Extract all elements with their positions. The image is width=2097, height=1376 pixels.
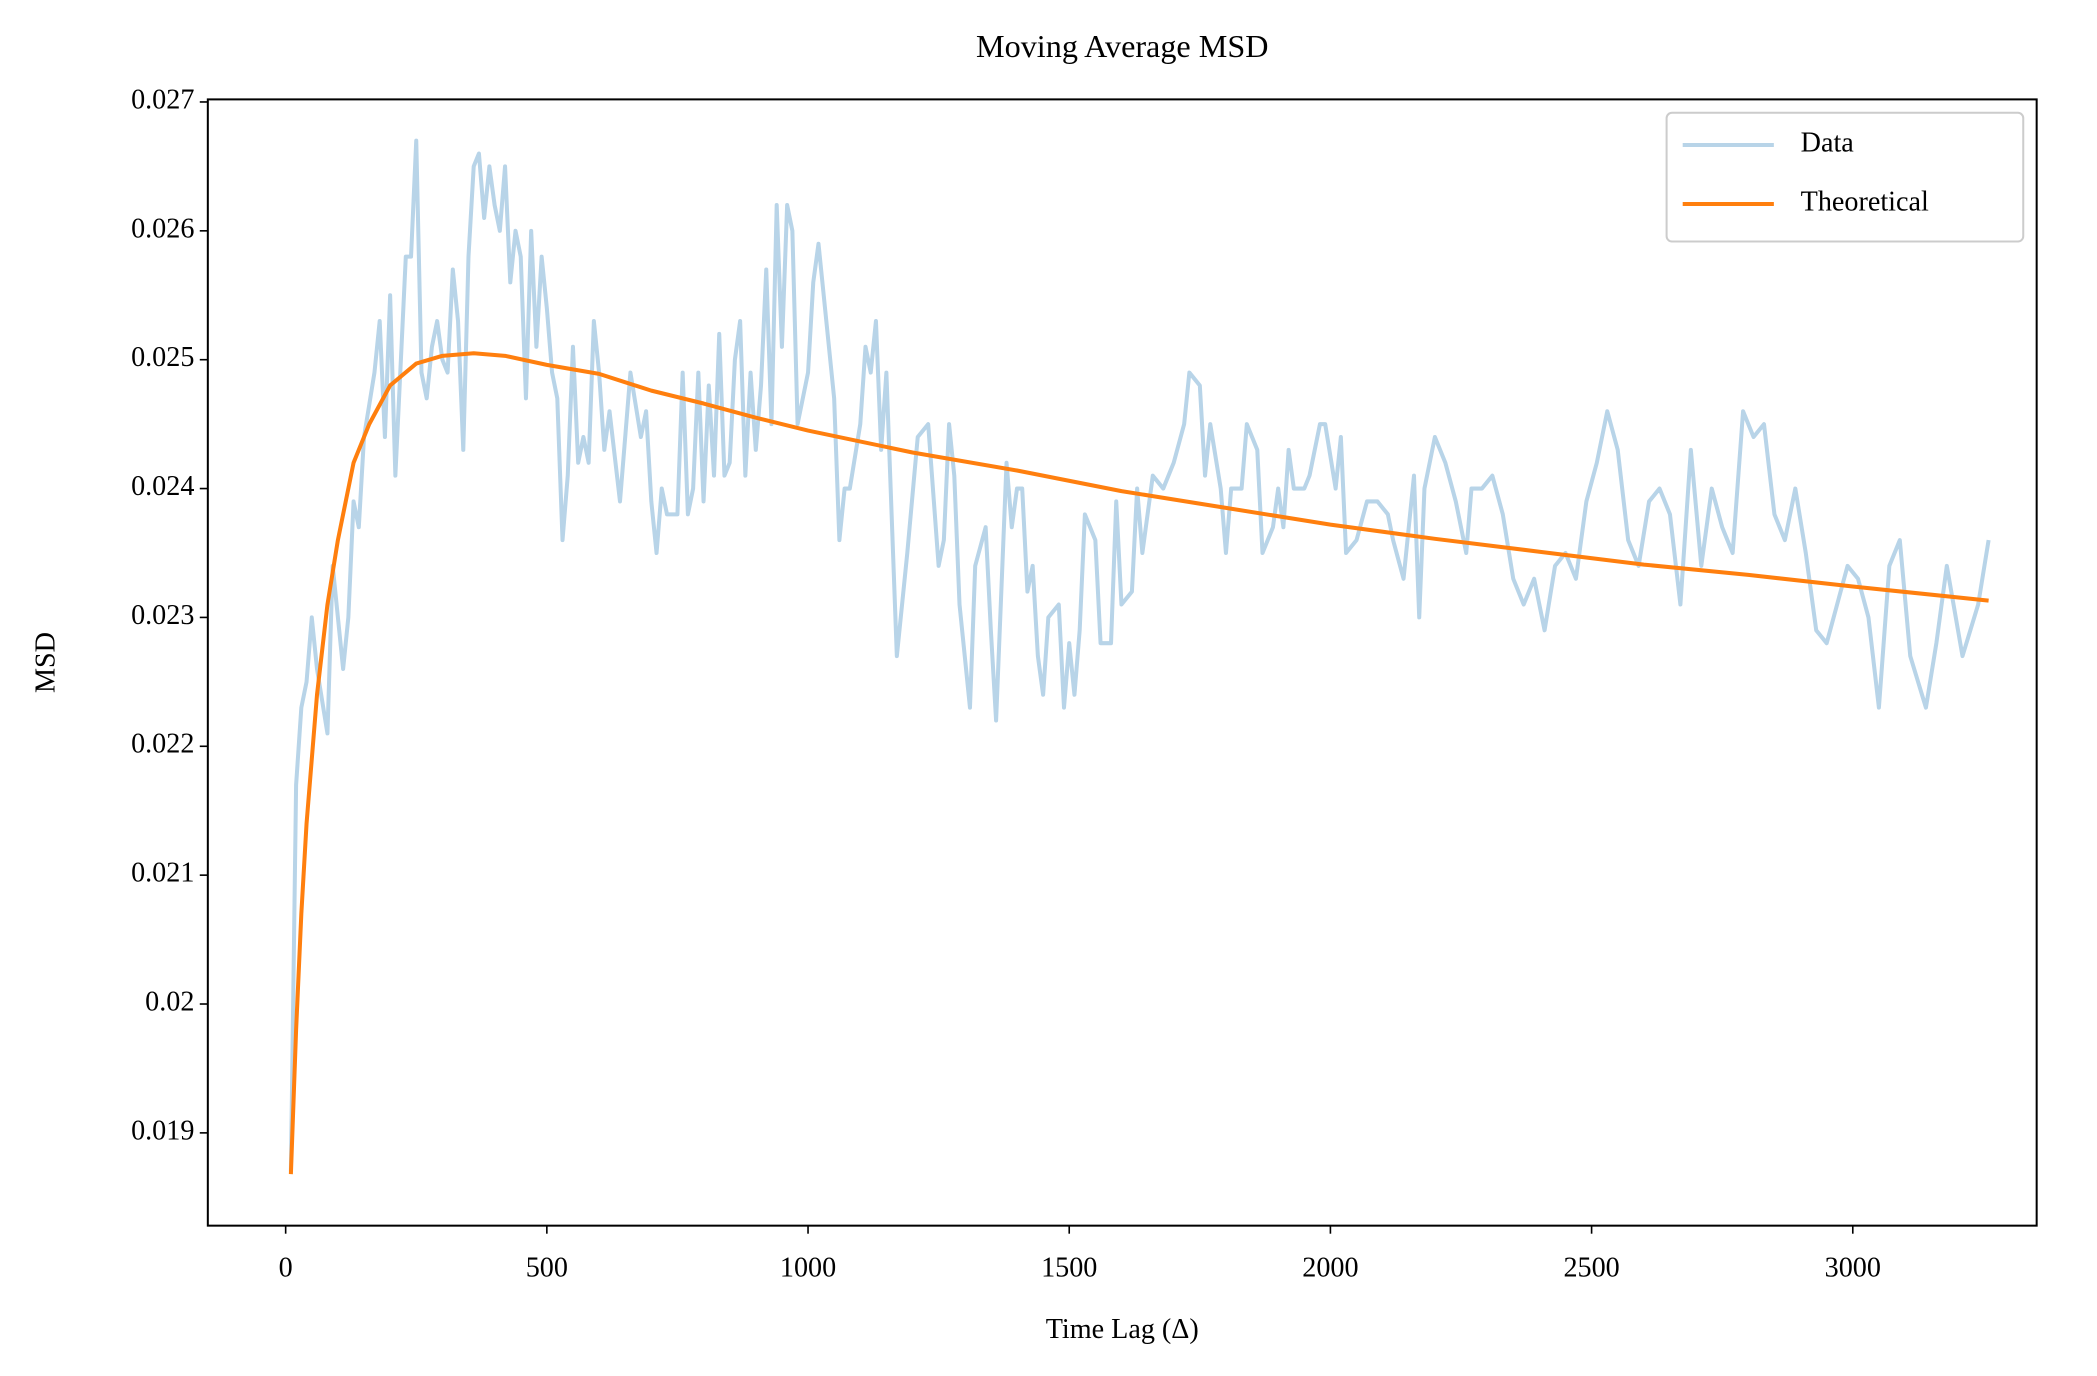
- x-tick-label: 500: [526, 1252, 568, 1283]
- y-tick-label: 0.024: [131, 471, 194, 502]
- x-tick-label: 1000: [780, 1252, 836, 1283]
- legend-label: Data: [1801, 127, 1855, 158]
- y-tick-label: 0.021: [131, 858, 194, 889]
- chart-title: Moving Average MSD: [976, 28, 1268, 64]
- x-tick-label: 2000: [1302, 1252, 1358, 1283]
- data-line: [288, 351, 1989, 1175]
- x-axis-label: Time Lag (Δ): [1046, 1314, 1199, 1345]
- legend-label: Theoretical: [1801, 186, 1929, 217]
- y-tick-label: 0.026: [131, 213, 194, 244]
- plot-frame: [206, 98, 2038, 1227]
- data-line: [288, 138, 1991, 1172]
- y-axis-label: MSD: [31, 632, 62, 693]
- x-tick-label: 3000: [1825, 1252, 1881, 1283]
- y-tick-label: 0.019: [131, 1115, 194, 1146]
- y-tick-label: 0.027: [131, 84, 194, 115]
- y-tick-label: 0.022: [131, 729, 194, 760]
- y-tick-label: 0.02: [145, 986, 194, 1017]
- y-tick-label: 0.025: [131, 342, 194, 373]
- x-tick-label: 2500: [1563, 1252, 1619, 1283]
- x-tick-label: 1500: [1041, 1252, 1097, 1283]
- y-tick-label: 0.023: [131, 600, 194, 631]
- x-tick-label: 0: [279, 1252, 293, 1283]
